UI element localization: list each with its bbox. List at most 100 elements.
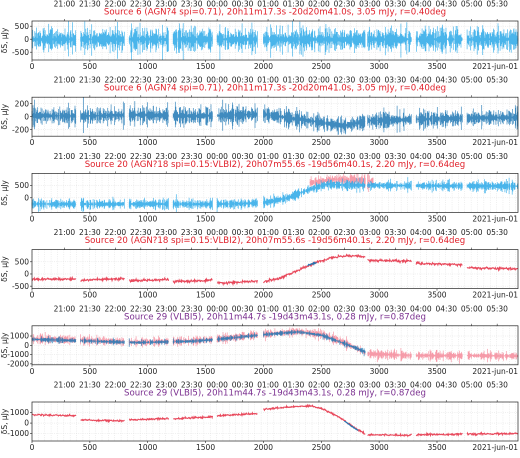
data-band: [466, 348, 519, 363]
top-tick-label: 23:30: [181, 381, 203, 390]
top-tick-label: 22:30: [130, 76, 152, 85]
data-line: [31, 275, 77, 282]
data-band: [367, 348, 412, 363]
top-tick-label: 05:00: [461, 76, 483, 85]
top-tick-label: 22:00: [105, 381, 127, 390]
top-tick-label: 02:00: [308, 228, 330, 237]
x-tick-label: 2000: [254, 367, 273, 376]
y-tick-label: 1000: [10, 332, 29, 341]
top-tick-label: 01:00: [257, 304, 279, 313]
series: [31, 253, 518, 287]
data-band: [172, 194, 213, 213]
top-tick-label: 23:00: [155, 76, 177, 85]
top-tick-label: 04:30: [435, 381, 457, 390]
top-tick-label: 03:00: [359, 304, 381, 313]
top-tick-label: 04:00: [410, 152, 432, 161]
top-tick-label: 01:30: [283, 152, 305, 161]
top-tick-label: 22:00: [105, 76, 127, 85]
y-tick-label: 0: [24, 35, 29, 44]
plot-frame: [31, 249, 519, 289]
chart-panel: 21:00 21:30 22:00 22:30 23:00 23:30 00:00 00:30…: [0, 228, 519, 300]
top-tick-label: 23:30: [181, 152, 203, 161]
top-tick-label: 23:30: [181, 228, 203, 237]
x-tick-label: 3000: [370, 443, 389, 452]
data-line: [80, 276, 125, 283]
plot-frame: [31, 20, 519, 61]
data-line: [128, 416, 170, 422]
y-axis-label: δS, μJy: [0, 180, 9, 206]
top-tick-label: 23:00: [155, 228, 177, 237]
top-tick-label: 01:00: [257, 76, 279, 85]
data-line: [216, 411, 258, 418]
data-band: [466, 105, 519, 130]
top-tick-label: 21:30: [79, 304, 101, 313]
top-tick-label: 21:30: [79, 76, 101, 85]
top-tick-label: 03:30: [385, 0, 407, 9]
y-tick-label: 0: [24, 112, 29, 121]
y-tick-label: 0: [24, 341, 29, 350]
y-axis-label: δS, μJy: [0, 408, 9, 434]
data-band: [415, 106, 463, 131]
data-band: [31, 198, 77, 212]
chart-panel: 21:00 21:30 22:00 22:30 23:00 23:30 00:00 00:30…: [0, 0, 519, 71]
top-tick-label: 00:30: [232, 152, 254, 161]
top-tick-label: 04:00: [410, 76, 432, 85]
top-tick-label: 23:30: [181, 0, 203, 9]
top-tick-label: 21:30: [79, 228, 101, 237]
top-tick-label: 21:30: [79, 152, 101, 161]
top-tick-label: 02:30: [334, 381, 356, 390]
top-tick-label: 02:00: [308, 152, 330, 161]
x-tick-label: 1000: [138, 367, 157, 376]
top-tick-label: 00:00: [206, 76, 228, 85]
panel-title: Source 29 (VLBI5), 20h11m44.7s -19d43m43…: [124, 312, 426, 322]
date-label: 2021-jun-01: [472, 443, 518, 452]
series: [31, 177, 519, 213]
x-tick-label: 3000: [370, 138, 389, 147]
data-band: [415, 349, 463, 364]
top-tick-label: 23:00: [155, 304, 177, 313]
top-tick-label: 21:00: [54, 304, 76, 313]
y-tick-label: -1000: [7, 350, 29, 359]
top-tick-label: 01:30: [283, 0, 305, 9]
top-tick-label: 04:00: [410, 381, 432, 390]
data-band: [172, 23, 213, 60]
top-tick-label: 00:00: [206, 304, 228, 313]
y-axis-label: δS, μJy: [0, 332, 9, 358]
top-tick-label: 04:30: [435, 152, 457, 161]
plot-frame: [31, 401, 519, 442]
x-tick-label: 1500: [196, 291, 215, 300]
x-tick-label: 500: [83, 214, 98, 223]
x-tick-label: 500: [83, 291, 98, 300]
top-tick-label: 02:30: [334, 0, 356, 9]
top-tick-label: 04:30: [435, 304, 457, 313]
y-tick-label: 1000: [10, 408, 29, 417]
panel-title: Source 6 (AGN?4 spi=0.71), 20h11m17.3s -…: [104, 8, 446, 18]
y-tick-label: -200: [12, 125, 29, 134]
date-label: 2021-jun-01: [472, 62, 518, 71]
data-band: [128, 197, 169, 211]
y-axis-label: δS, μJy: [0, 27, 9, 53]
top-tick-label: 03:30: [385, 152, 407, 161]
top-tick-label: 22:30: [130, 304, 152, 313]
data-band: [367, 177, 412, 193]
data-line: [466, 265, 518, 273]
top-tick-label: 23:30: [181, 304, 203, 313]
date-label: 2021-jun-01: [472, 291, 518, 300]
panel-title: Source 20 (AGN?18 spi=0.15:VLBI2), 20h07…: [85, 160, 466, 170]
top-tick-label: 00:30: [232, 304, 254, 313]
top-tick-label: 00:30: [232, 0, 254, 9]
top-tick-label: 05:00: [461, 228, 483, 237]
x-tick-label: 2000: [254, 291, 273, 300]
x-tick-label: 0: [30, 214, 35, 223]
x-tick-label: 0: [30, 138, 35, 147]
date-label: 2021-jun-01: [472, 138, 518, 147]
top-tick-label: 03:00: [359, 381, 381, 390]
data-band: [415, 178, 463, 193]
x-tick-label: 3000: [370, 214, 389, 223]
series: [307, 261, 317, 267]
data-band: [263, 177, 366, 209]
date-label: 2021-jun-01: [472, 367, 518, 376]
x-tick-label: 3500: [427, 214, 446, 223]
top-tick-label: 05:00: [461, 304, 483, 313]
